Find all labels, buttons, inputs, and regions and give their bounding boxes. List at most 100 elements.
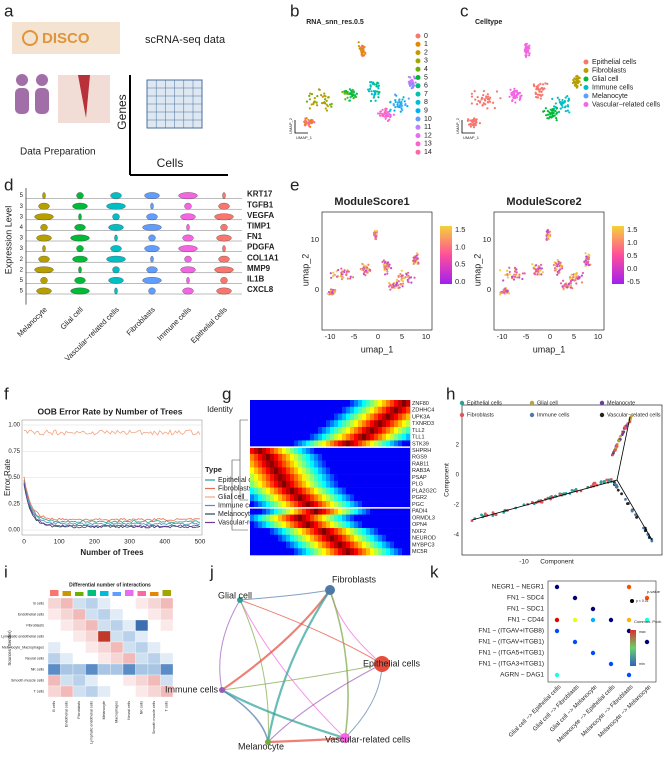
heat-cell xyxy=(342,433,347,441)
label: ZNF80 xyxy=(412,401,429,407)
heat-cell xyxy=(314,521,319,529)
heat-cell xyxy=(366,487,371,495)
label: Vascular−related cells xyxy=(592,101,661,108)
cell-point xyxy=(533,272,536,275)
label: Immune cells xyxy=(592,84,634,91)
heat-cell xyxy=(402,534,407,542)
cell-point xyxy=(364,274,367,277)
heat-cell xyxy=(160,597,174,610)
heat-cell xyxy=(254,413,259,421)
colorbar xyxy=(440,226,452,284)
label: scRNA-seq data xyxy=(145,34,226,46)
heat-cell xyxy=(286,507,291,515)
legend-dot xyxy=(415,133,421,139)
cell-point xyxy=(487,95,490,98)
heat-cell xyxy=(258,487,263,495)
heat-cell xyxy=(302,528,307,536)
heat-cell xyxy=(274,507,279,515)
heat-cell xyxy=(306,453,311,461)
violin xyxy=(78,213,82,221)
heat-cell xyxy=(374,507,379,515)
label: UMAP_1 xyxy=(296,135,313,140)
heat-cell xyxy=(346,548,351,556)
top-bar xyxy=(100,591,109,596)
heat-cell xyxy=(262,460,267,468)
heat-cell xyxy=(310,453,315,461)
label: 5 xyxy=(20,193,24,199)
cell-point xyxy=(525,51,528,54)
heat-cell xyxy=(294,480,299,488)
heat-cell xyxy=(330,406,335,414)
node xyxy=(265,739,271,745)
label: umap_1 xyxy=(361,344,394,354)
label: OOB Error Rate by Number of Trees xyxy=(37,406,182,416)
heat-cell xyxy=(286,433,291,441)
heat-cell xyxy=(362,501,367,509)
heat-cell xyxy=(382,487,387,495)
heat-cell xyxy=(302,548,307,556)
heat-cell xyxy=(346,514,351,522)
violin xyxy=(178,245,198,252)
legend-dot xyxy=(415,41,421,47)
heat-cell xyxy=(294,494,299,502)
panel-label: g xyxy=(222,384,231,403)
label: Melanocyte_Macrophages xyxy=(2,645,44,649)
heat-cell xyxy=(110,641,124,654)
heat-cell xyxy=(326,440,331,448)
trajectory-point xyxy=(570,488,574,492)
label: 3 xyxy=(424,58,428,65)
heat-cell xyxy=(110,608,124,621)
heat-cell xyxy=(330,426,335,434)
label: 0 xyxy=(456,473,460,479)
violin xyxy=(142,277,162,284)
heat-cell xyxy=(338,440,343,448)
cell-point xyxy=(504,292,507,295)
heat-cell xyxy=(342,453,347,461)
cell-point xyxy=(539,269,542,272)
heat-cell xyxy=(278,426,283,434)
heat-cell xyxy=(326,494,331,502)
heat-cell xyxy=(294,514,299,522)
heat-cell xyxy=(135,641,149,654)
logo-icon xyxy=(22,30,38,46)
cell-point xyxy=(366,271,369,274)
label: 0 xyxy=(315,285,319,294)
cell-point xyxy=(523,272,526,275)
cell-point xyxy=(547,234,550,237)
heat-cell xyxy=(358,514,363,522)
violin xyxy=(34,266,54,274)
label: 100 xyxy=(54,539,65,546)
heat-cell xyxy=(318,521,323,529)
heat-cell xyxy=(366,534,371,542)
heat-cell xyxy=(350,440,355,448)
cell-point xyxy=(528,52,531,55)
label: ZDHHC4 xyxy=(412,408,434,414)
heat-cell xyxy=(298,480,303,488)
label: Fibroblasts xyxy=(125,305,157,337)
cell-point xyxy=(536,85,539,88)
heat-cell xyxy=(122,619,136,632)
heat-cell xyxy=(346,447,351,455)
heat-cell xyxy=(282,440,287,448)
heat-cell xyxy=(358,541,363,549)
axis-corner xyxy=(461,120,475,134)
heat-cell xyxy=(318,400,323,408)
heat-cell xyxy=(358,501,363,509)
heat-cell xyxy=(406,480,411,488)
heat-cell xyxy=(394,453,399,461)
heat-cell xyxy=(382,501,387,509)
cell-point xyxy=(402,96,405,99)
heat-cell xyxy=(250,548,255,556)
heat-cell xyxy=(85,641,99,654)
heat-cell xyxy=(85,663,99,676)
heat-cell xyxy=(258,406,263,414)
heat-cell xyxy=(318,528,323,536)
heat-cell xyxy=(258,548,263,556)
plot-frame xyxy=(493,211,605,331)
cell-point xyxy=(524,55,528,59)
cell-point xyxy=(573,77,576,80)
heat-cell xyxy=(322,528,327,536)
label: Epithelial cells xyxy=(189,305,229,345)
cell-point xyxy=(408,80,411,83)
heat-cell xyxy=(354,474,359,482)
